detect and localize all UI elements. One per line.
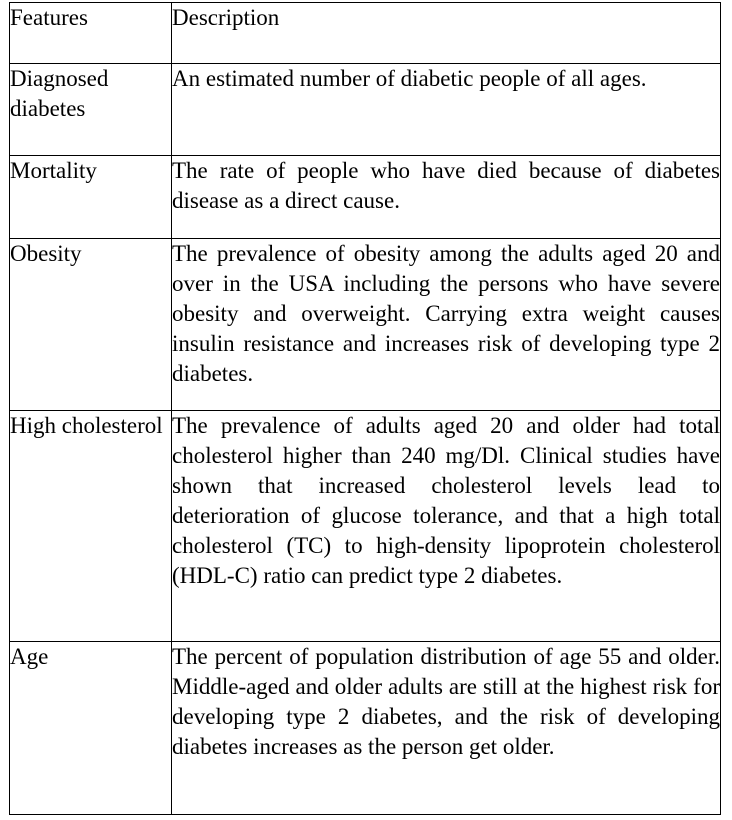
table-row: High cholesterol The prevalence of adult… bbox=[9, 410, 721, 642]
feature-cell: Mortality bbox=[9, 155, 172, 239]
feature-cell: Diagnosed diabetes bbox=[9, 63, 172, 156]
table-row: Age The percent of population distributi… bbox=[9, 641, 721, 815]
table-row: Mortality The rate of people who have di… bbox=[9, 155, 721, 239]
description-cell: The rate of people who have died because… bbox=[171, 155, 721, 239]
table-header-row: Features Description bbox=[9, 2, 721, 64]
description-cell: The prevalence of adults aged 20 and old… bbox=[171, 410, 721, 642]
header-description: Description bbox=[171, 2, 721, 64]
description-cell: The percent of population distribution o… bbox=[171, 641, 721, 815]
header-features: Features bbox=[9, 2, 172, 64]
feature-cell: Age bbox=[9, 641, 172, 815]
feature-cell: Obesity bbox=[9, 238, 172, 411]
feature-cell: High cholesterol bbox=[9, 410, 172, 642]
table-row: Obesity The prevalence of obesity among … bbox=[9, 238, 721, 411]
description-cell: The prevalence of obesity among the adul… bbox=[171, 238, 721, 411]
table-row: Diagnosed diabetes An estimated number o… bbox=[9, 63, 721, 156]
features-table: Features Description Diagnosed diabetes … bbox=[9, 2, 721, 815]
description-cell: An estimated number of diabetic people o… bbox=[171, 63, 721, 156]
